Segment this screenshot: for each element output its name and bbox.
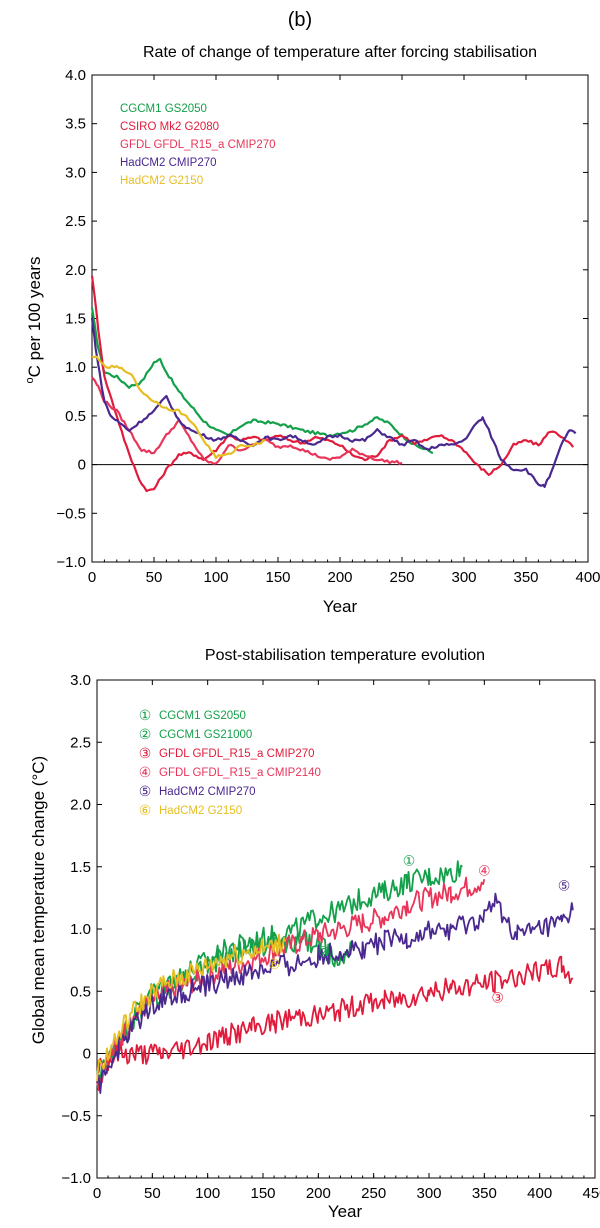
x-tick-label: 150 [265,569,290,586]
x-tick-label: 250 [389,569,414,586]
series-line-3 [96,955,574,1074]
y-tick-label: 2.5 [70,734,91,751]
curve-marker: ⑥ [268,958,281,973]
y-tick-label: −0.5 [61,1108,91,1125]
y-tick-label: −1.0 [56,554,86,571]
legend-entry: HadCM2 CMIP270 [120,157,217,169]
y-tick-label: 1.5 [65,311,86,328]
y-tick-label: 3.5 [65,116,86,133]
x-tick-label: 0 [88,569,96,586]
curve-marker: ④ [478,864,491,879]
rate-of-change-chart: Rate of change of temperature after forc… [24,44,600,616]
x-tick-label: 250 [361,1185,386,1202]
curve-marker: ① [403,855,416,870]
legend-entry: CGCM1 GS21000 [159,729,252,741]
x-tick-label: 200 [327,569,352,586]
legend-marker: ③ [139,747,152,762]
y-tick-label: −1.0 [61,1170,91,1187]
series-line-1 [90,307,434,454]
x-tick-label: 50 [144,1185,161,1202]
panel-label: (b) [288,9,312,31]
legend-marker: ② [139,728,152,743]
y-tick-label: 1.5 [70,859,91,876]
y-tick-label: 3.0 [70,672,91,689]
series-line-5 [96,892,574,1094]
x-tick-label: 400 [575,569,600,586]
legend-marker: ⑤ [139,785,152,800]
y-axis-title-text: C per 100 years [25,256,44,377]
legend-marker: ④ [139,766,152,781]
series-line-4 [96,876,486,1092]
x-axis-title: Year [328,1202,363,1221]
y-tick-label: 0.5 [65,408,86,425]
x-tick-label: 350 [513,569,538,586]
series-line-3 [91,376,403,465]
x-tick-label: 450 [582,1185,600,1202]
y-tick-label: 3.0 [65,164,86,181]
series-line-4 [90,318,577,488]
chart-title: Rate of change of temperature after forc… [143,44,537,61]
legend-entry: CSIRO Mk2 G2080 [120,121,219,133]
x-tick-label: 350 [472,1185,497,1202]
x-axis-title: Year [323,597,358,616]
y-tick-label: 2.5 [65,213,86,230]
x-tick-label: 150 [250,1185,275,1202]
curve-marker: ⑤ [558,879,571,894]
legend-marker: ① [139,709,152,724]
legend-entry: CGCM1 GS2050 [120,103,207,115]
svg-text:oC per 100 years: oC per 100 years [24,256,44,383]
legend-entry: HadCM2 G2150 [120,175,203,187]
curve-marker: ② [318,945,331,960]
x-tick-label: 100 [195,1185,220,1202]
y-tick-label: 0.5 [70,983,91,1000]
x-tick-label: 300 [451,569,476,586]
y-tick-label: 0 [83,1046,91,1063]
series-line-2 [90,275,574,493]
x-tick-label: 400 [527,1185,552,1202]
legend-marker: ⑥ [139,804,152,819]
legend-entry: GFDL GFDL_R15_a CMIP270 [120,139,276,151]
y-tick-label: 4.0 [65,67,86,84]
x-tick-label: 200 [306,1185,331,1202]
temperature-evolution-chart: Post-stabilisation temperature evolution… [29,647,600,1221]
y-axis-title-superscript: o [24,377,36,383]
y-tick-label: 0 [78,457,86,474]
legend-entry: CGCM1 GS2050 [159,710,246,722]
y-axis-title: oC per 100 years [24,256,44,383]
curve-marker: ③ [491,991,504,1006]
x-tick-label: 300 [416,1185,441,1202]
y-tick-label: 2.0 [70,797,91,814]
legend-entry: GFDL GFDL_R15_a CMIP270 [159,748,315,760]
y-tick-label: 2.0 [65,262,86,279]
y-tick-label: −0.5 [56,505,86,522]
series-line-5 [91,355,266,460]
series-line-6 [96,933,286,1082]
y-tick-label: 1.0 [70,921,91,938]
legend-entry: HadCM2 G2150 [159,805,242,817]
x-tick-label: 100 [203,569,228,586]
legend-entry: GFDL GFDL_R15_a CMIP2140 [159,767,321,779]
x-tick-label: 0 [93,1185,101,1202]
legend-entry: HadCM2 CMIP270 [159,786,256,798]
y-tick-label: 1.0 [65,359,86,376]
x-tick-label: 50 [146,569,163,586]
chart-title: Post-stabilisation temperature evolution [205,647,485,664]
y-axis-title: Global mean temperature change (°C) [29,756,48,1044]
